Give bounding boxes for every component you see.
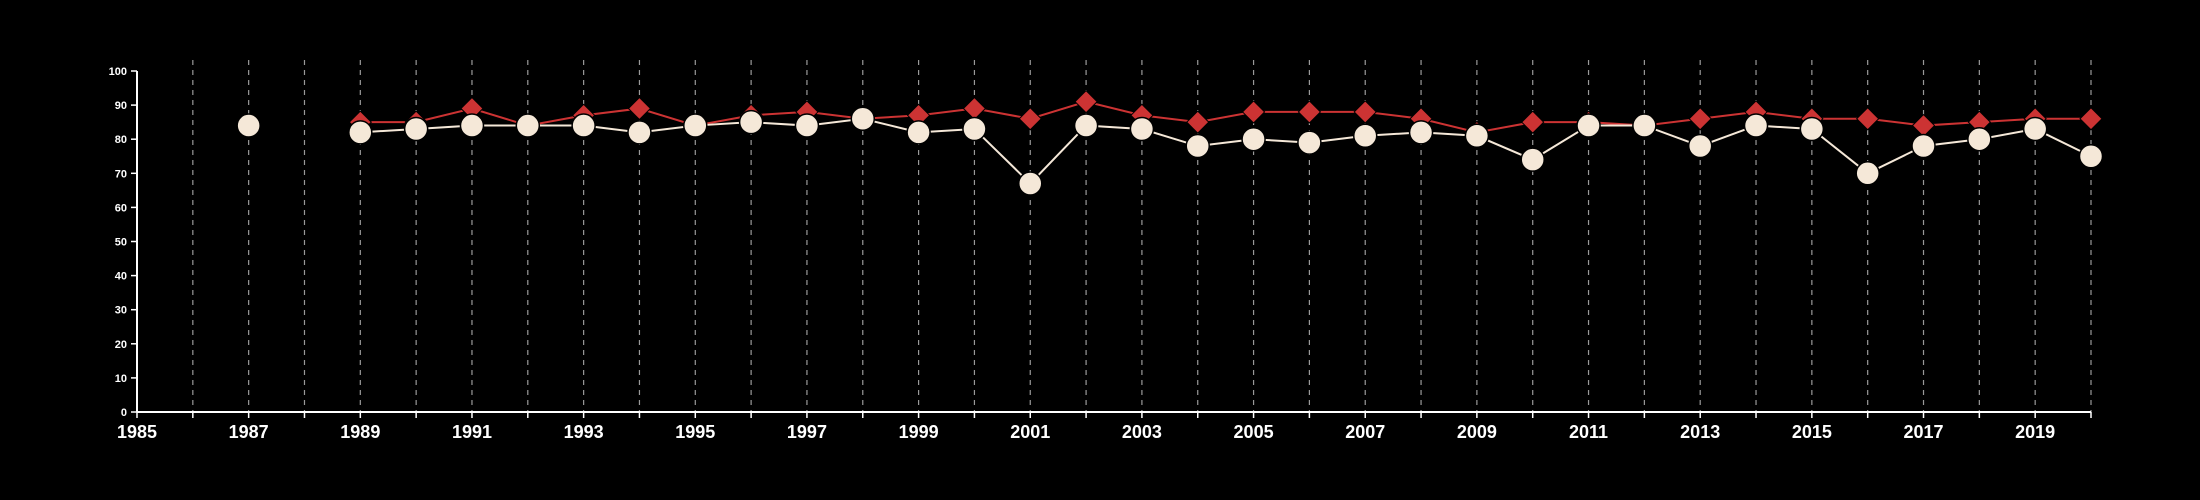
data-point-circle [906, 120, 931, 145]
y-tick-label: 20 [115, 339, 127, 351]
data-point-circle [515, 113, 541, 138]
data-point-circle [2078, 144, 2104, 169]
data-point-diamond [2079, 107, 2103, 131]
x-tick-label: 1987 [229, 422, 269, 442]
data-point-diamond [627, 96, 652, 121]
y-tick-label: 70 [115, 168, 127, 180]
x-tick-label: 2001 [1010, 422, 1050, 442]
x-tick-label: 2017 [1903, 422, 1943, 442]
x-tick-label: 1997 [787, 422, 827, 442]
data-point-diamond [1353, 100, 1377, 124]
data-point-circle [1855, 161, 1880, 186]
data-point-diamond [1186, 110, 1210, 134]
data-point-circle [683, 113, 708, 138]
x-tick-label: 1991 [452, 422, 492, 442]
data-point-diamond [1911, 113, 1936, 138]
y-tick-label: 80 [115, 134, 127, 146]
data-point-diamond [1688, 107, 1712, 131]
x-tick-label: 2003 [1122, 422, 1162, 442]
data-point-circle [1352, 123, 1378, 149]
data-point-circle [1185, 133, 1210, 159]
x-tick-label: 2009 [1457, 422, 1497, 442]
x-tick-label: 2019 [2015, 422, 2055, 442]
data-point-circle [794, 113, 820, 138]
x-tick-label: 2005 [1234, 422, 1274, 442]
x-tick-label: 2011 [1569, 422, 1608, 442]
data-point-diamond [1297, 100, 1322, 124]
x-tick-label: 2015 [1792, 422, 1832, 442]
data-point-diamond [1855, 107, 1880, 131]
y-tick-label: 50 [115, 237, 127, 249]
data-point-circle [348, 120, 373, 145]
series-line [360, 100, 2091, 134]
x-tick-label: 1985 [117, 422, 157, 442]
data-point-circle [2022, 116, 2048, 142]
data-point-circle [738, 109, 764, 135]
data-point-circle [1687, 133, 1713, 159]
grid-lines [192, 60, 2092, 412]
x-tick-label: 1999 [899, 422, 939, 442]
y-tick-label: 10 [115, 373, 127, 385]
data-point-circle [571, 113, 596, 138]
x-tick-label: 1993 [564, 422, 604, 442]
x-tick-label: 2013 [1680, 422, 1720, 442]
data-point-diamond [1074, 89, 1098, 114]
y-tick-label: 40 [115, 271, 127, 283]
data-point-circle [1408, 120, 1434, 145]
data-point-circle [1576, 113, 1601, 138]
series-line [360, 117, 2092, 185]
data-point-circle [236, 113, 261, 138]
x-tick-label: 2007 [1345, 422, 1385, 442]
data-point-circle [1799, 116, 1825, 142]
x-tick-label: 1995 [675, 422, 715, 442]
series-layer [236, 89, 2104, 196]
data-point-diamond [1521, 110, 1545, 134]
y-tick-label: 60 [115, 202, 127, 214]
data-point-diamond [1018, 107, 1042, 131]
y-tick-label: 30 [115, 305, 127, 317]
data-point-circle [1073, 113, 1099, 138]
data-point-circle [1297, 130, 1322, 155]
y-tick-label: 0 [121, 407, 127, 419]
data-point-circle [1632, 113, 1657, 138]
axes: 1985 1987 1989 1991 1993 1995 1997 1999 2001 2003… [109, 66, 2092, 442]
data-point-circle [403, 116, 429, 142]
data-point-diamond [962, 96, 987, 121]
data-point-circle [850, 106, 876, 131]
data-point-circle [1520, 147, 1545, 172]
data-point-circle [1129, 116, 1155, 142]
x-tick-label: 1989 [340, 422, 380, 442]
y-tick-label: 100 [109, 66, 127, 78]
data-point-diamond [1241, 100, 1266, 124]
y-tick-label: 90 [115, 100, 127, 112]
data-point-circle [1911, 133, 1936, 159]
data-point-circle [459, 113, 485, 138]
data-point-circle [1967, 126, 1992, 152]
data-point-circle [1241, 126, 1266, 152]
data-point-circle [962, 116, 987, 142]
data-point-circle [1018, 171, 1043, 196]
data-point-circle [627, 120, 652, 145]
data-point-circle [1464, 123, 1490, 149]
data-point-circle [1743, 113, 1769, 138]
